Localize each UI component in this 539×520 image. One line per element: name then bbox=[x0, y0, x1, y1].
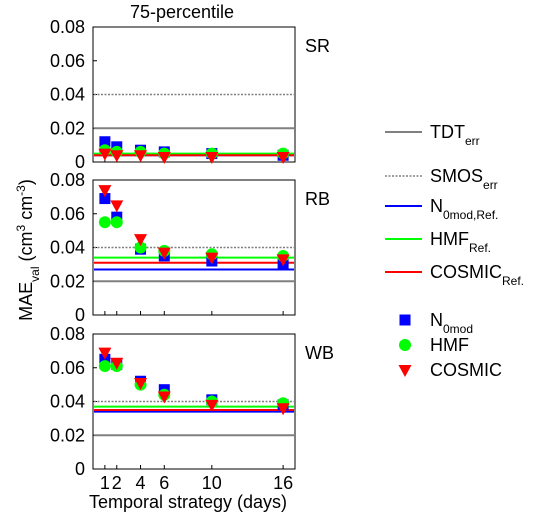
y-axis-label-part: cm bbox=[16, 196, 36, 225]
legend-marker bbox=[399, 339, 411, 351]
x-tick-label: 6 bbox=[159, 473, 169, 493]
x-tick-label: 4 bbox=[136, 473, 146, 493]
y-axis-label-part: ) bbox=[16, 179, 36, 185]
x-tick-label: 10 bbox=[202, 473, 222, 493]
legend-label: COSMICRef. bbox=[430, 262, 524, 288]
y-tick-label: 0.08 bbox=[50, 324, 85, 344]
panel-label: SR bbox=[305, 36, 330, 56]
y-axis-label-part: val bbox=[28, 267, 42, 282]
y-tick-label: 0.06 bbox=[50, 51, 85, 71]
y-tick-label: 0.08 bbox=[50, 170, 85, 190]
legend-label-part: COSMIC bbox=[430, 262, 502, 282]
y-tick-label: 0 bbox=[75, 305, 85, 325]
data-point bbox=[110, 150, 124, 163]
legend-label-part: HMF bbox=[430, 229, 469, 249]
data-point bbox=[205, 399, 219, 412]
legend-marker bbox=[399, 314, 411, 326]
data-point bbox=[98, 347, 112, 360]
data-point bbox=[99, 193, 111, 205]
x-tick-label: 1 bbox=[100, 473, 110, 493]
y-axis-label-part: (cm bbox=[16, 232, 36, 267]
legend-label-part: COSMIC bbox=[430, 360, 502, 380]
y-tick-label: 0.06 bbox=[50, 204, 85, 224]
data-point bbox=[205, 151, 219, 164]
data-point bbox=[98, 185, 112, 198]
y-tick-label: 0.04 bbox=[50, 238, 85, 258]
x-tick-label: 16 bbox=[273, 473, 293, 493]
data-point bbox=[157, 151, 171, 164]
y-tick-label: 0.02 bbox=[50, 425, 85, 445]
panel-label: RB bbox=[305, 189, 330, 209]
figure-title: 75-percentile bbox=[130, 2, 234, 22]
y-tick-label: 0.04 bbox=[50, 85, 85, 105]
y-axis-label-part: -3 bbox=[14, 185, 28, 196]
legend-label-part: HMF bbox=[430, 335, 469, 355]
legend-label-part: N bbox=[430, 196, 443, 216]
legend-label-part: 0mod,Ref. bbox=[443, 208, 498, 222]
legend-label: HMF bbox=[430, 335, 469, 355]
legend-label: HMFRef. bbox=[430, 229, 491, 255]
legend-label-part: err bbox=[465, 134, 480, 148]
legend-marker bbox=[398, 365, 412, 377]
y-axis-label-part: 3 bbox=[14, 225, 28, 232]
data-point bbox=[276, 403, 290, 416]
data-point bbox=[134, 234, 148, 247]
legend-label-part: 0mod bbox=[443, 322, 473, 336]
y-tick-label: 0.02 bbox=[50, 271, 85, 291]
data-point bbox=[134, 377, 148, 390]
legend-label-part: N bbox=[430, 310, 443, 330]
data-point bbox=[98, 148, 112, 161]
data-point bbox=[98, 216, 111, 229]
data-point bbox=[134, 241, 147, 254]
legend-label-part: err bbox=[483, 178, 498, 192]
data-point bbox=[157, 247, 171, 260]
y-axis-label: MAEval (cm3 cm-3) bbox=[14, 179, 42, 321]
y-axis-label-part: MAE bbox=[16, 282, 36, 321]
legend-label: COSMIC bbox=[430, 360, 502, 380]
y-tick-label: 0 bbox=[75, 152, 85, 172]
legend-label: N0mod bbox=[430, 310, 473, 336]
legend-label-part: Ref. bbox=[469, 241, 491, 255]
y-tick-label: 0 bbox=[75, 459, 85, 479]
data-point bbox=[276, 151, 290, 164]
legend-label-part: TDT bbox=[430, 122, 465, 142]
y-tick-label: 0.06 bbox=[50, 358, 85, 378]
y-tick-label: 0.02 bbox=[50, 118, 85, 138]
y-tick-label: 0.08 bbox=[50, 17, 85, 37]
legend-label-part: SMOS bbox=[430, 166, 483, 186]
legend-label: SMOSerr bbox=[430, 166, 498, 192]
legend-label: N0mod,Ref. bbox=[430, 196, 498, 222]
data-point bbox=[205, 252, 219, 265]
data-point bbox=[157, 391, 171, 404]
data-point bbox=[110, 357, 124, 370]
y-tick-label: 0.04 bbox=[50, 392, 85, 412]
data-point bbox=[99, 136, 111, 148]
data-point bbox=[98, 360, 111, 373]
data-point bbox=[134, 150, 148, 163]
x-tick-label: 2 bbox=[112, 473, 122, 493]
legend-label: TDTerr bbox=[430, 122, 480, 148]
data-point bbox=[110, 200, 124, 213]
legend-label-part: Ref. bbox=[502, 274, 524, 288]
data-point bbox=[276, 254, 290, 267]
data-point bbox=[110, 216, 123, 229]
x-axis-label: Temporal strategy (days) bbox=[89, 492, 287, 512]
panel-label: WB bbox=[305, 343, 334, 363]
